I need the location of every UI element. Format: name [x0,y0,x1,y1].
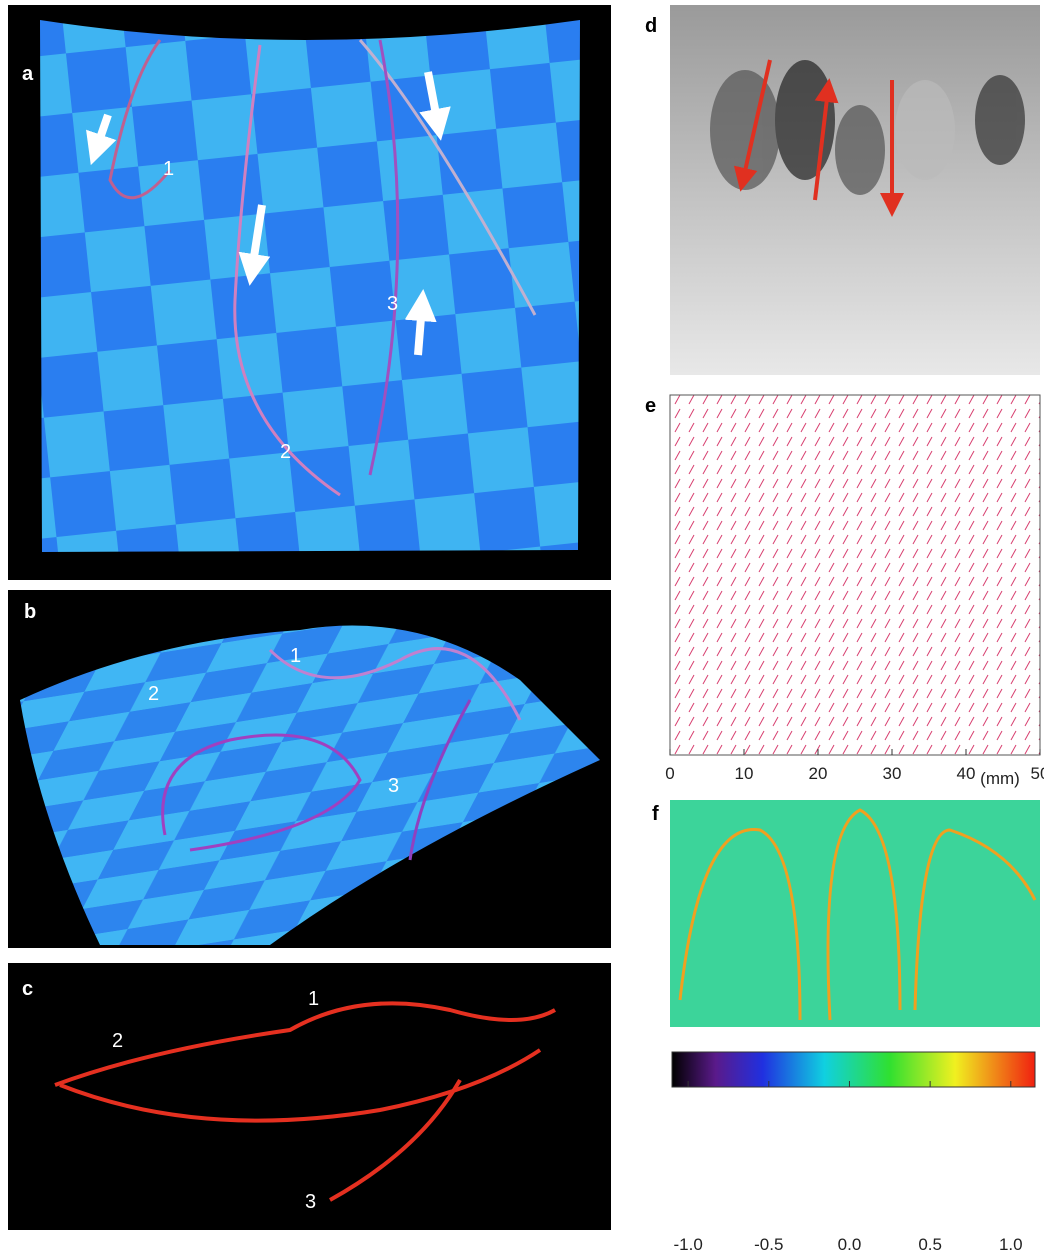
panel-label: a [22,63,34,85]
colorbar-tick-label: 1.0 [999,1235,1023,1254]
x-tick-label: 20 [809,764,828,783]
colorbar-tick-label: -0.5 [754,1235,783,1254]
panel-f: f -1.0 -0.5 0.0 0.5 1.0 [652,800,1040,1254]
panel-d: d [645,5,1040,375]
panel-e: e (mm) 0 10 20 30 40 50 [645,395,1044,788]
panel-c: c 1 2 3 [8,963,611,1230]
figure: a 1 2 3 b 1 2 3 c 1 2 3 d e (mm) 0102030… [0,0,1044,1260]
panel-label: b [24,601,36,623]
trajectory-label: 2 [280,441,291,463]
panel-b: b 1 2 3 [8,590,611,948]
trajectory-label: 2 [148,683,159,705]
x-tick-label: 30 [883,764,902,783]
axis-unit: (mm) [980,769,1020,788]
x-tick-label: 10 [735,764,754,783]
colorbar-tick-label: 0.5 [918,1235,942,1254]
vector-field [670,395,1040,755]
panel-label: c [22,978,33,1000]
colorbar [672,1052,1035,1087]
trajectory-label: 1 [163,158,174,180]
x-tick-label: 0 [665,764,674,783]
panel-label: d [645,15,657,37]
colorbar-tick-label: 0.0 [838,1235,862,1254]
panel-label: e [645,395,656,417]
panel-label: f [652,803,659,825]
colorbar-tick-label: -1.0 [673,1235,702,1254]
trajectory-label: 3 [388,775,399,797]
x-tick-label: 40 [957,764,976,783]
x-tick-label: 50 [1031,764,1044,783]
panel-a: a 1 2 3 [8,5,611,580]
trajectory-label: 3 [305,1191,316,1213]
trajectory-label: 3 [387,293,398,315]
trajectory-label: 1 [290,645,301,667]
trajectory-label: 1 [308,988,319,1010]
trajectory-label: 2 [112,1030,123,1052]
